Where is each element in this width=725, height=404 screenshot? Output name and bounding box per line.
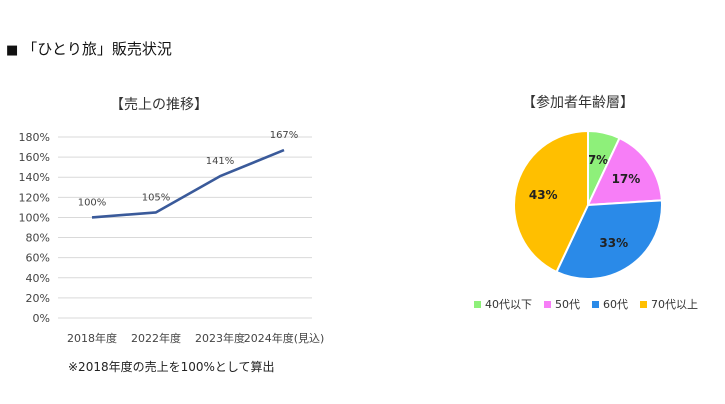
x-tick-label: 2022年度 bbox=[131, 331, 181, 345]
slice-label: 17% bbox=[612, 172, 641, 186]
y-tick-label: 20% bbox=[26, 292, 50, 305]
age-pie-chart: 7% 17% 33% 43% bbox=[513, 129, 663, 280]
legend-item: 70代以上 bbox=[640, 296, 698, 312]
slice-label: 43% bbox=[529, 188, 558, 202]
legend-label: 70代以上 bbox=[651, 298, 698, 311]
y-tick-label: 120% bbox=[19, 191, 50, 204]
slice-label: 7% bbox=[588, 153, 608, 167]
footnote: ※2018年度の売上を100%として算出 bbox=[68, 360, 275, 374]
square-bullet-icon: ■ bbox=[6, 43, 19, 58]
data-label: 100% bbox=[78, 197, 107, 208]
page-title-text: 「ひとり旅」販売状況 bbox=[22, 40, 172, 58]
slice-label: 33% bbox=[599, 236, 628, 250]
page-title: ■ 「ひとり旅」販売状況 bbox=[6, 38, 172, 59]
legend-label: 40代以下 bbox=[485, 298, 532, 311]
pie-slice bbox=[513, 129, 589, 274]
legend-swatch bbox=[544, 300, 551, 308]
legend-item: 50代 bbox=[544, 296, 580, 312]
y-tick-label: 40% bbox=[26, 272, 50, 285]
x-tick-label: 2018年度 bbox=[67, 331, 117, 345]
legend-item: 60代 bbox=[592, 296, 628, 312]
pie-chart-title: 【参加者年齢層】 bbox=[522, 95, 634, 111]
legend-swatch bbox=[592, 300, 599, 308]
y-tick-label: 80% bbox=[26, 232, 50, 245]
pie-slice bbox=[586, 136, 663, 207]
line-chart-title: 【売上の推移】 bbox=[110, 97, 208, 113]
y-tick-label: 180% bbox=[19, 131, 50, 144]
y-tick-label: 0% bbox=[33, 312, 50, 325]
x-tick-label: 2023年度 bbox=[195, 331, 245, 345]
legend-item: 40代以下 bbox=[474, 296, 532, 312]
y-tick-label: 100% bbox=[19, 211, 50, 224]
series-line bbox=[91, 148, 285, 219]
data-label: 167% bbox=[270, 130, 299, 141]
data-label: 141% bbox=[206, 156, 235, 167]
y-tick-label: 160% bbox=[19, 151, 50, 164]
legend-label: 50代 bbox=[555, 298, 580, 311]
data-label: 105% bbox=[142, 192, 171, 203]
x-tick-label: 2024年度(見込) bbox=[244, 331, 325, 345]
legend-label: 60代 bbox=[603, 298, 628, 311]
y-tick-label: 140% bbox=[19, 171, 50, 184]
legend-swatch bbox=[640, 300, 647, 308]
sales-line-chart: 0% 20% 40% 60% 80% 100% 120% 140% 160% 180% 2018年度… bbox=[19, 130, 325, 345]
pie-slice bbox=[555, 199, 663, 280]
pie-legend: 40代以下 50代 60代 70代以上 bbox=[474, 296, 698, 312]
y-tick-label: 60% bbox=[26, 252, 50, 265]
legend-swatch bbox=[474, 300, 481, 308]
